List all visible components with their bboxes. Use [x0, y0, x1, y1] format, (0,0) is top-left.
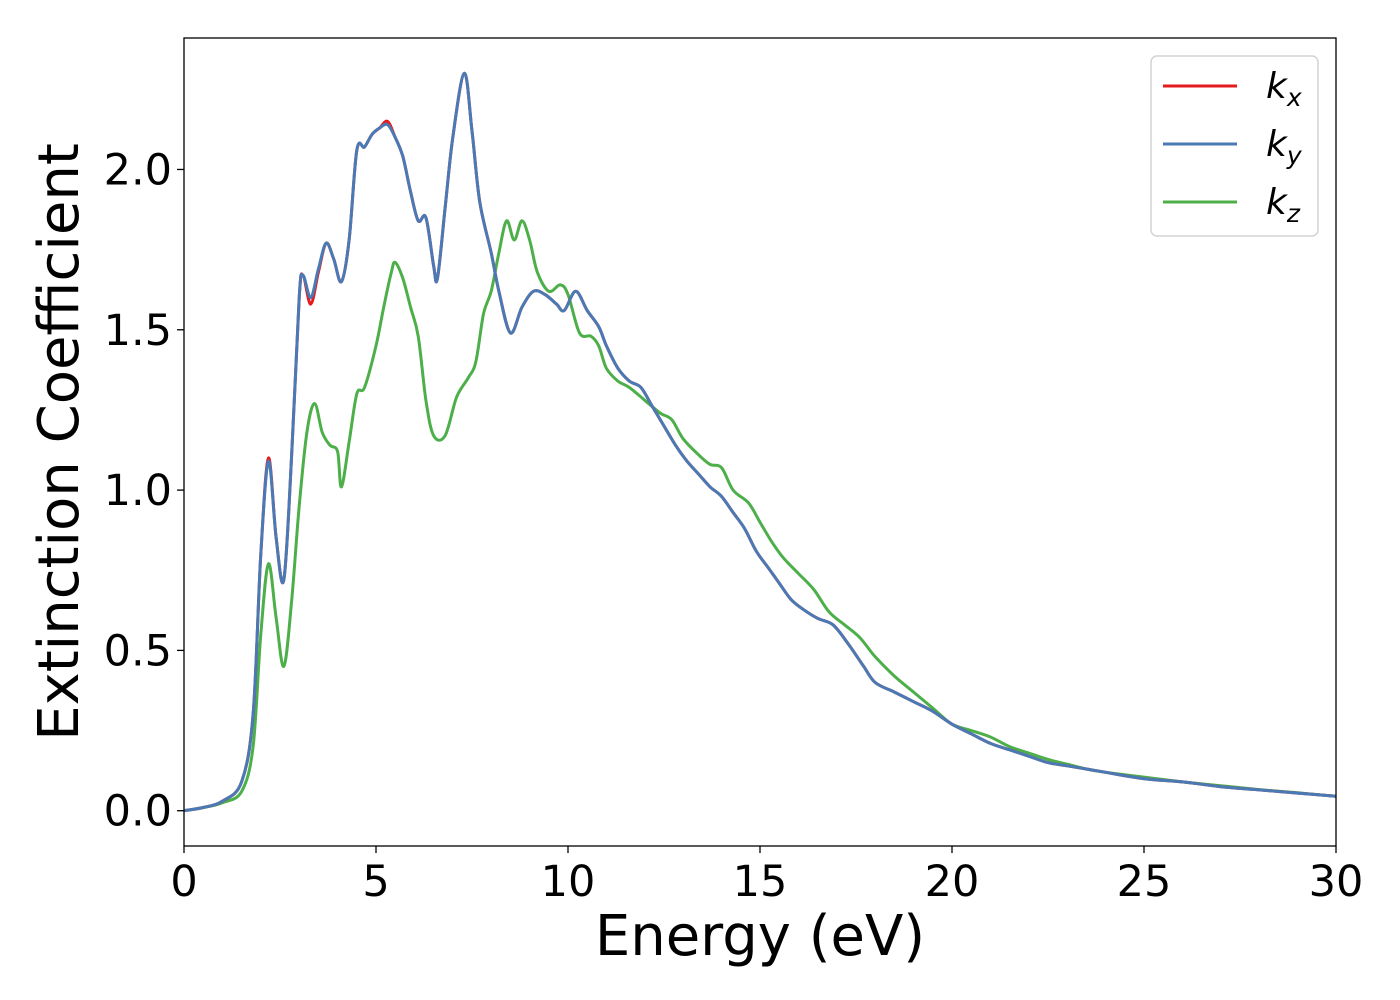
- x-tick-label: 25: [1117, 857, 1172, 907]
- y-tick-label: 1.0: [104, 466, 172, 516]
- x-tick-label: 30: [1309, 857, 1364, 907]
- y-tick-label: 2.0: [104, 145, 172, 195]
- x-tick-label: 10: [541, 857, 596, 907]
- y-axis-title: Extinction Coefficient: [27, 143, 92, 741]
- legend: kx ky kz: [1150, 55, 1319, 237]
- legend-label-k-x: kx: [1266, 66, 1302, 112]
- y-tick-label: 0.0: [104, 787, 172, 837]
- legend-box: [1150, 55, 1319, 237]
- series-line-k-y: [183, 71, 1337, 813]
- y-tick-label: 1.5: [104, 306, 172, 356]
- y-tick-label: 0.5: [104, 626, 172, 676]
- x-tick-label: 5: [362, 857, 389, 907]
- x-axis-title: Energy (eV): [595, 904, 925, 969]
- x-tick-label: 15: [733, 857, 788, 907]
- series-layer: [183, 71, 1337, 813]
- legend-label-k-z: kz: [1266, 182, 1301, 228]
- plot-area: [184, 38, 1336, 846]
- x-axis: 0 5 10 15 20 25 30: [170, 846, 1363, 907]
- legend-label-k-y: ky: [1266, 124, 1303, 170]
- x-tick-label: 20: [925, 857, 980, 907]
- y-axis: 0.0 0.5 1.0 1.5 2.0: [104, 145, 184, 837]
- x-tick-label: 0: [170, 857, 197, 907]
